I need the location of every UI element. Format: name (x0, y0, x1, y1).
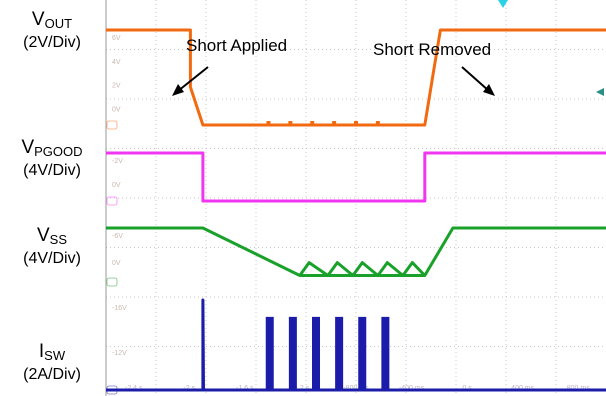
vout-channel-label: VOUT (2V/Div) (23, 9, 81, 51)
ground-marker (106, 120, 118, 130)
short-removed-arrow (461, 66, 490, 92)
channel-ref-label: 6V (112, 35, 121, 42)
short-applied-annotation: Short Applied (186, 36, 288, 55)
channel-ref-label: -6V (112, 233, 123, 240)
channel-ref-label: 0V (112, 182, 121, 189)
trigger-level-marker (596, 88, 604, 96)
vout-ripple-bump (354, 121, 358, 125)
vout-ripple-bump (266, 121, 271, 125)
short-removed-arrowhead (483, 84, 495, 96)
vout-ripple-bump (288, 121, 293, 125)
short-applied-arrow (177, 66, 209, 92)
short-removed-annotation: Short Removed (373, 40, 492, 59)
isw-pulse-burst (358, 316, 367, 390)
vss-channel-label: VSS (4V/Div) (23, 225, 81, 267)
vpgood-channel-label: VPGOOD (4V/Div) (21, 137, 83, 179)
channel-ref-label: -12V (112, 350, 127, 357)
isw-pulse-burst (335, 316, 344, 390)
trace-out (106, 28, 606, 127)
scope-grid (105, 0, 606, 396)
trigger-marker (498, 0, 508, 8)
isw-pulse-burst (312, 316, 320, 390)
isw-channel-label: ISW (2A/Div) (23, 341, 81, 383)
channel-ref-label: -2V (112, 158, 123, 165)
vout-ripple-bump (375, 121, 380, 125)
trace-pgood (106, 151, 606, 203)
channel-ref-label: 4V (112, 59, 121, 66)
ground-marker (106, 277, 118, 287)
traces: 6V 4V 2V 0V -2V 0V -6V 0V -16V -12V (106, 28, 606, 395)
vout-ripple-bump (310, 121, 315, 125)
channel-ref-label: 0V (112, 106, 121, 113)
channel-ref-label: 2V (112, 83, 121, 90)
vss-hiccup-sawtooth (298, 261, 426, 277)
trace-ss (106, 226, 606, 277)
isw-pulse-burst (288, 316, 297, 390)
isw-pulse-burst (265, 316, 274, 390)
channel-ref-label: 0V (112, 260, 121, 267)
channel-ref-label: -16V (112, 305, 127, 312)
isw-pulse-burst (381, 316, 390, 390)
vout-ripple-bump (332, 121, 337, 125)
short-applied-arrowhead (172, 84, 184, 96)
annotation-arrows (172, 66, 495, 96)
ground-marker (106, 196, 118, 206)
